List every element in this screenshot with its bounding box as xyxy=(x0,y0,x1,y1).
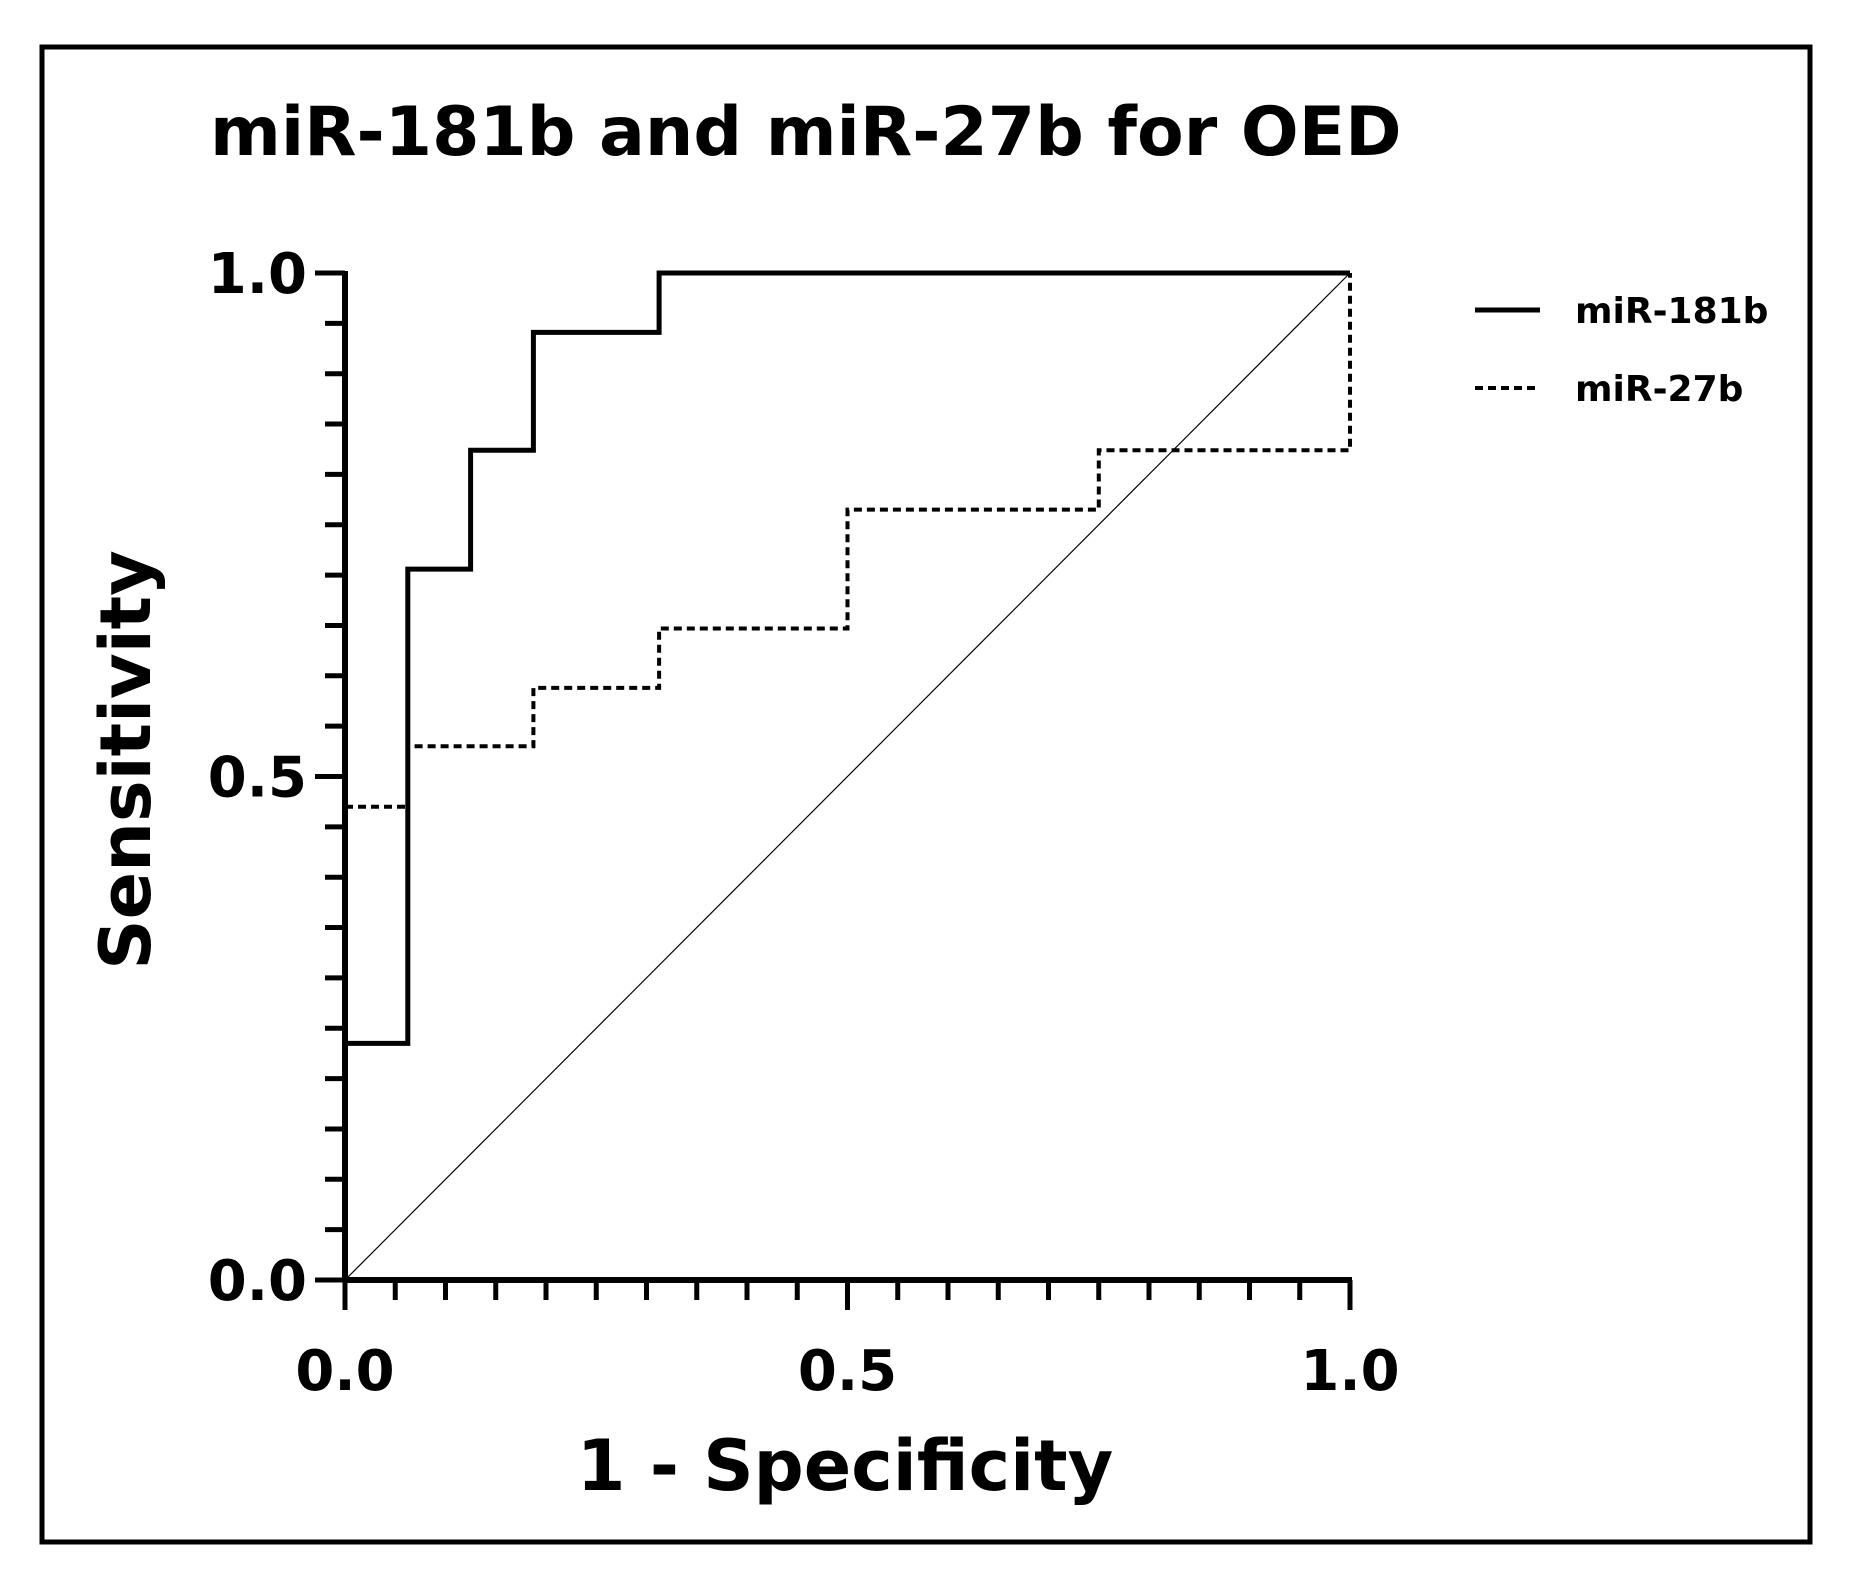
legend-label-mir-181b: miR-181b xyxy=(1575,291,1768,332)
y-tick-label: 0.5 xyxy=(208,746,307,811)
x-tick-label: 1.0 xyxy=(1300,1339,1399,1404)
chart-frame xyxy=(39,44,1813,1545)
x-tick-label: 0.5 xyxy=(798,1339,897,1404)
y-tick-label: 1.0 xyxy=(208,242,307,307)
plot-area xyxy=(344,270,1352,1281)
series-line-mir-181b xyxy=(345,270,1350,1046)
y-axis-label: Sensitivity xyxy=(85,550,167,970)
ticks: 0.0 0.5 1.0 0.0 0.5 1.0 xyxy=(208,242,1400,1404)
legend: miR-181b miR-27b xyxy=(1475,291,1768,410)
legend-label-mir-27b: miR-27b xyxy=(1575,369,1743,410)
x-tick-label: 0.0 xyxy=(295,1339,394,1404)
reference-diagonal-line xyxy=(344,272,1351,1281)
x-axis-label: 1 - Specificity xyxy=(577,1425,1113,1507)
series-line-mir-27b xyxy=(345,273,1352,809)
chart-title: miR-181b and miR-27b for OED xyxy=(210,93,1402,172)
y-tick-label: 0.0 xyxy=(208,1249,307,1314)
